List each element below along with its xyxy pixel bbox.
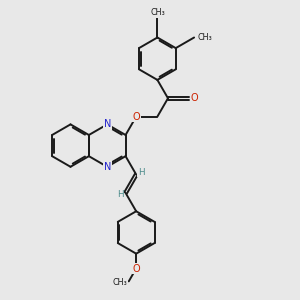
Text: O: O bbox=[132, 263, 140, 274]
Text: N: N bbox=[103, 162, 111, 172]
Text: H: H bbox=[117, 190, 124, 199]
Text: H: H bbox=[138, 168, 145, 177]
Text: CH₃: CH₃ bbox=[150, 8, 165, 17]
Text: N: N bbox=[103, 119, 111, 129]
Text: O: O bbox=[191, 93, 198, 103]
Text: CH₃: CH₃ bbox=[112, 278, 127, 287]
Text: O: O bbox=[132, 112, 140, 122]
Text: CH₃: CH₃ bbox=[197, 33, 212, 42]
